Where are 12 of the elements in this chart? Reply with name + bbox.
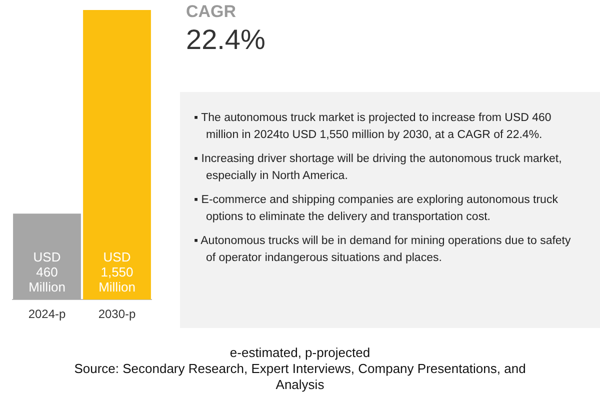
source-note: Source: Secondary Research, Expert Interviews, Company Presentations, and Analysis [73,361,527,393]
text: 22.4% [186,24,266,56]
text: ▪ Increasing driver shortage will be driving the autonomous truck market, especially in North America. [194,152,563,184]
x-tick-label: 2030-p [98,307,136,322]
data-label: USD 460 Million [28,250,66,295]
data-label: USD 1,550 Million [98,250,136,295]
text: CAGR [186,2,236,22]
x-tick-label: 2024-p [28,307,66,322]
text: ▪ The autonomous truck market is projected to increase from USD 460 million in 2024to USD 1,550 million by 2030, at a CAGR of 22.4%. [194,111,552,143]
text: e-estimated, p-projected [228,345,372,361]
text: ▪ Autonomous trucks will be in demand for mining operations due to safety of operator indangerous situations and places. [194,234,572,266]
text: ▪ E-commerce and shipping companies are exploring autonomous truck options to eliminate the delivery and transportation cost. [194,193,559,225]
